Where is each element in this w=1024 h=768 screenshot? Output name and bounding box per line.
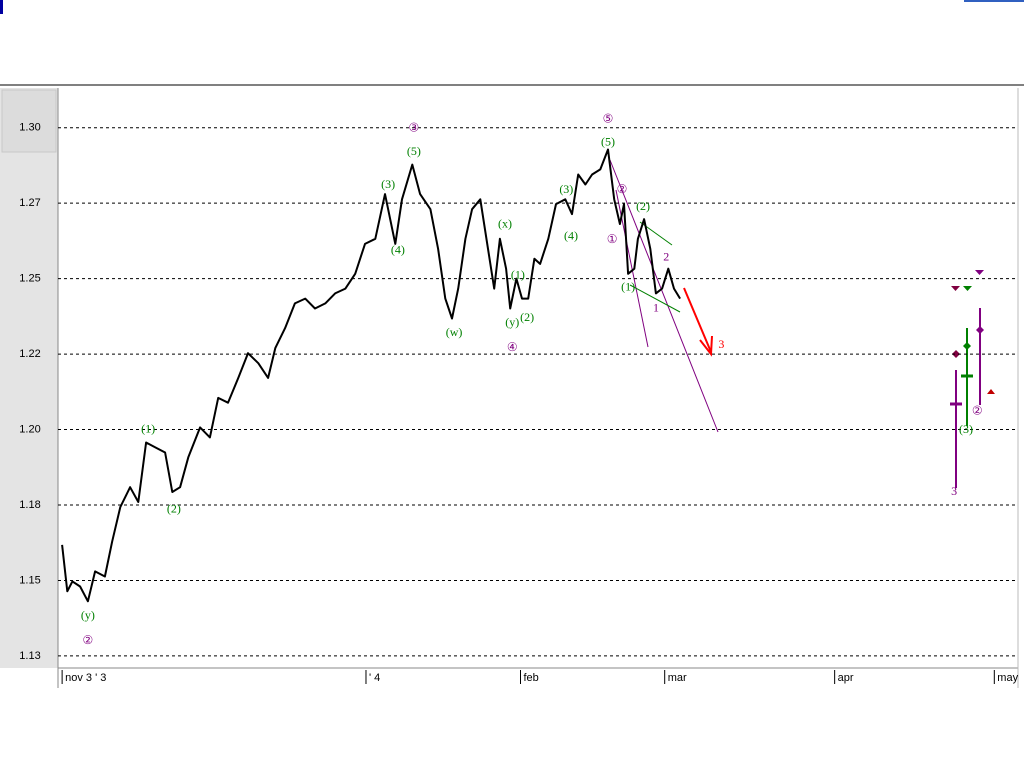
x-tick-label: nov 3 ' 3 (65, 672, 106, 684)
wave-label: (3) (959, 422, 973, 436)
y-tick-label: 1.27 (19, 197, 40, 209)
wave-label: (5) (407, 144, 421, 158)
wave-label: (4) (564, 229, 578, 243)
price-line (61, 148, 681, 603)
wave-label: 2 (663, 250, 669, 264)
wave-label: (3) (559, 182, 573, 196)
wave-label: (1) (511, 267, 525, 281)
corner-mark (0, 0, 3, 14)
wave-label: (5) (601, 134, 615, 148)
wave-label: (2) (167, 502, 181, 516)
y-tick-label: 1.15 (19, 574, 40, 586)
trendlines (609, 159, 719, 433)
target-arrow (683, 287, 712, 353)
y-tick-label: 1.25 (19, 273, 40, 285)
wave-label: ⑤ (603, 112, 614, 126)
triangle (975, 270, 984, 275)
wave-label: (2) (520, 310, 534, 324)
wave-label: (3) (381, 177, 395, 191)
wave-label: (y) (505, 315, 519, 329)
wave-label: ③ (408, 120, 419, 134)
projection-markers (950, 270, 995, 488)
x-tick-label: feb (523, 672, 538, 684)
wave-label: (w) (446, 325, 463, 339)
corner-mark (964, 0, 1024, 2)
trendline (609, 159, 719, 433)
diamond (952, 350, 960, 358)
wave-label: (y) (81, 608, 95, 622)
x-tick-label: ' 4 (369, 672, 380, 684)
wave-label: (2) (636, 199, 650, 213)
wave-label: (x) (498, 217, 512, 231)
y-tick-label: 1.22 (19, 348, 40, 360)
y-tick-label: 1.13 (19, 650, 40, 662)
wave-label: ④ (507, 340, 518, 354)
x-tick-label: may (997, 672, 1018, 684)
diamond (976, 326, 984, 334)
diamond (963, 342, 971, 350)
triangle (951, 286, 960, 291)
x-tick-label: mar (668, 672, 687, 684)
wave-label: ② (972, 403, 983, 417)
y-axis-panel (0, 88, 58, 668)
wave-label: ② (617, 182, 628, 196)
wave-label: (1) (621, 279, 635, 293)
wave-label: 1 (653, 300, 659, 314)
x-tick-label: apr (838, 672, 854, 684)
trendline (615, 189, 649, 348)
trendline (629, 284, 681, 313)
triangle (963, 286, 972, 291)
triangle (987, 389, 995, 394)
wave-label: ① (607, 232, 618, 246)
wave-label: ② (82, 633, 93, 647)
y-tick-label: 1.20 (19, 423, 40, 435)
y-tick-label: 1.18 (19, 499, 40, 511)
wave-label: (4) (391, 243, 405, 257)
y-axis-box (1, 89, 57, 153)
wave-label: 3 (951, 484, 957, 498)
arrow-head (699, 335, 713, 357)
wave-label: (1) (141, 421, 155, 435)
wave-label: 3 (718, 337, 724, 351)
y-tick-label: 1.30 (19, 122, 40, 134)
